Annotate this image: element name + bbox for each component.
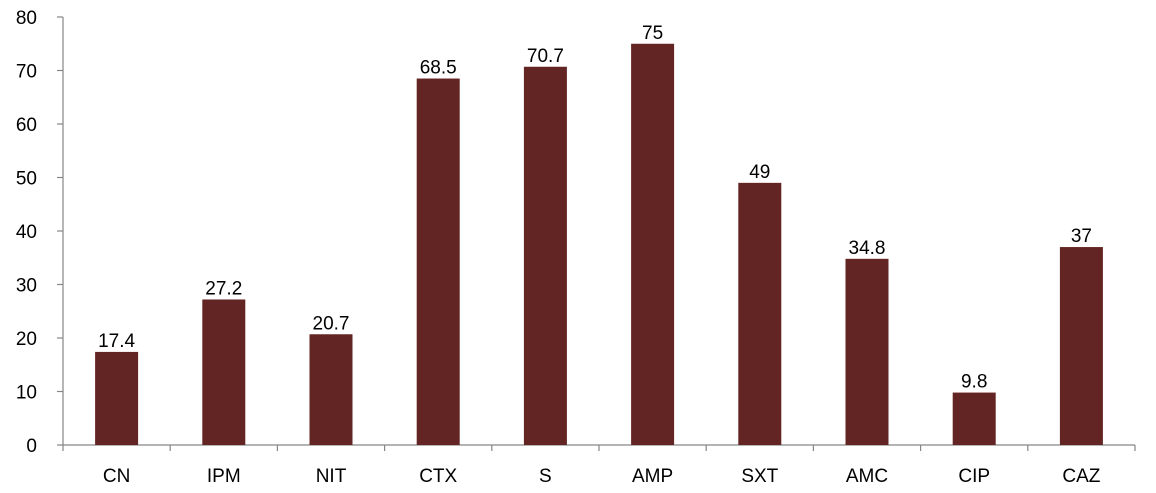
data-label-ipm: 27.2 [205, 278, 242, 299]
bar-ipm [202, 299, 246, 445]
data-label-amp: 75 [642, 23, 663, 44]
y-tick-label: 10 [16, 383, 37, 404]
bar-cip [952, 392, 996, 445]
bar-s [523, 66, 567, 445]
data-label-cn: 17.4 [98, 331, 135, 352]
x-tick-label: CTX [419, 466, 457, 487]
y-tick-label: 0 [26, 436, 37, 457]
data-label-ctx: 68.5 [420, 58, 457, 79]
x-tick-label: AMP [632, 466, 673, 487]
bar-series [95, 43, 1103, 446]
data-label-nit: 20.7 [313, 313, 350, 334]
bar-caz [1059, 247, 1103, 445]
data-label-cip: 9.8 [961, 372, 987, 393]
data-labels: 17.4 27.2 20.7 68.5 70.7 75 49 34.8 9.8 37 [98, 23, 1092, 393]
bar-sxt [738, 182, 782, 445]
data-label-sxt: 49 [749, 162, 770, 183]
x-tick-label: CN [103, 466, 130, 487]
y-tick-label: 70 [16, 62, 37, 83]
bar-ctx [416, 78, 460, 446]
bar-amp [631, 43, 675, 445]
x-tick-label: NIT [316, 466, 347, 487]
x-tick-label: AMC [846, 466, 888, 487]
data-label-caz: 37 [1071, 226, 1092, 247]
x-tick-label: CIP [958, 466, 990, 487]
bar-nit [309, 334, 353, 445]
x-axis: CN IPM NIT CTX S AMP SXT AMC CIP CAZ [62, 444, 1136, 487]
y-tick-label: 40 [16, 222, 37, 243]
y-tick-label: 50 [16, 169, 37, 190]
y-tick-label: 80 [16, 8, 37, 29]
y-tick-label: 60 [16, 115, 37, 136]
bar-cn [95, 351, 139, 445]
y-tick-label: 30 [16, 276, 37, 297]
x-tick-label: CAZ [1062, 466, 1100, 487]
x-tick-label: IPM [207, 466, 241, 487]
x-tick-label: S [539, 466, 552, 487]
data-label-amc: 34.8 [849, 238, 886, 259]
data-label-s: 70.7 [527, 46, 564, 67]
bar-amc [845, 258, 889, 445]
y-axis: 0 10 20 30 40 50 60 70 80 [16, 8, 64, 457]
x-tick-label: SXT [741, 466, 778, 487]
y-tick-label: 20 [16, 329, 37, 350]
